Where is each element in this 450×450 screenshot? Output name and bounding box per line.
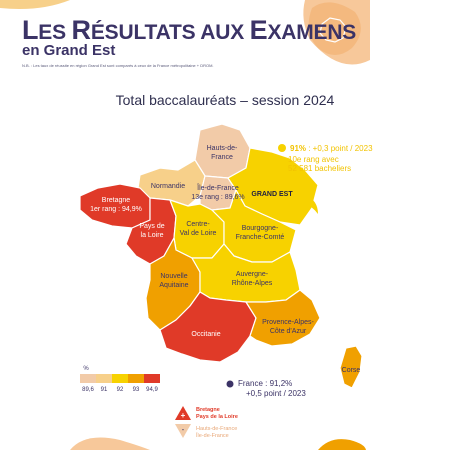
label-pays-de-la-loire: Pays de la Loire	[139, 223, 164, 239]
page-title: LES RÉSULTATS AUX EXAMENS	[22, 15, 357, 45]
bottom-right-blob	[318, 439, 366, 450]
legend-swatch	[80, 374, 96, 383]
france-marker	[226, 380, 234, 388]
label-normandie: Normandie	[151, 183, 185, 190]
page-subtitle: en Grand Est	[22, 42, 116, 59]
grand-est-annotation: 91% : +0,3 point / 2023	[290, 144, 373, 153]
region-corse	[339, 345, 363, 389]
top-right-inner-blob	[308, 2, 361, 55]
label-hauts-de-france: Hauts-de-France	[207, 145, 238, 161]
grand-est-marker	[278, 144, 286, 152]
legend-swatch	[144, 374, 160, 383]
legend-unit: %	[83, 366, 89, 372]
label-bourgogne-franche-comte: Bourgogne-Franche-Comté	[236, 225, 285, 241]
worst-region-1: Hauts-de-France	[196, 426, 237, 432]
best-region-1: Bretagne	[196, 407, 220, 413]
minus-icon: -	[182, 425, 185, 434]
label-nouvelle-aquitaine: Nouvelle Aquitaine	[159, 273, 188, 289]
legend-tick-label: 91	[101, 387, 108, 393]
grand-est-rank: 10e rang avec	[288, 155, 339, 164]
label-ile-de-france: Île-de-France 13e rang : 89,6%	[191, 183, 244, 201]
extremes-box: + Bretagne Pays de la Loire - Hauts-de-F…	[175, 406, 238, 439]
legend: 89,6 91 92 93 94,9	[80, 374, 160, 393]
grand-est-arrow-icon	[305, 195, 318, 214]
legend-swatch	[112, 374, 128, 383]
grand-est-bacheliers: 52 581 bacheliers	[288, 164, 351, 173]
legend-swatch	[128, 374, 144, 383]
legend-tick-label: 93	[133, 387, 140, 393]
legend-swatch	[96, 374, 112, 383]
plus-icon: +	[181, 411, 186, 420]
france-outline-icon	[319, 17, 347, 43]
legend-tick-label: 89,6	[82, 387, 94, 393]
label-provence-alpes-cote-dazur: Provence-Alpes-Côte d'Azur	[262, 319, 314, 335]
best-region-2: Pays de la Loire	[196, 414, 238, 420]
france-average: France : 91,2%	[238, 379, 292, 388]
label-occitanie: Occitanie	[191, 331, 220, 338]
top-left-blob	[0, 0, 70, 9]
worst-region-2: Île-de-France	[195, 432, 229, 439]
label-centre-val-de-loire: Centre-Val de Loire	[180, 221, 217, 237]
label-auvergne-rhone-alpes: Auvergne-Rhône-Alpes	[232, 271, 273, 287]
best-triangle-icon	[175, 406, 191, 420]
legend-tick-label: 92	[117, 387, 124, 393]
footnote: N.B. : Les taux de réussite en région Gr…	[22, 63, 214, 68]
map-title: Total baccalauréats – session 2024	[115, 92, 335, 108]
region-provence-alpes-cote-dazur	[245, 289, 321, 347]
france-delta: +0,5 point / 2023	[246, 389, 306, 398]
legend-tick-label: 94,9	[146, 387, 158, 393]
label-grand-est: GRAND EST	[251, 191, 293, 198]
bottom-left-blob	[70, 437, 150, 450]
worst-triangle-icon	[175, 424, 191, 438]
label-bretagne: Bretagne 1er rang : 94,9%	[90, 197, 142, 213]
label-corse: Corse	[342, 367, 361, 374]
